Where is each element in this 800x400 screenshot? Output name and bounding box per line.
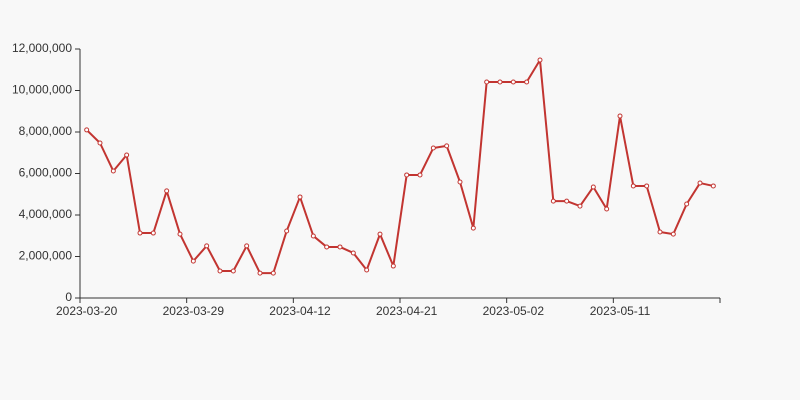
point <box>364 267 370 273</box>
x-tick-label: 2023-04-12 <box>269 304 331 318</box>
point <box>470 225 476 231</box>
point <box>457 179 463 185</box>
point <box>684 201 690 207</box>
point <box>164 188 170 194</box>
point <box>390 263 396 269</box>
point <box>577 203 583 209</box>
x-tick-label: 2023-03-29 <box>163 304 225 318</box>
point <box>310 233 316 239</box>
y-tick-label: 0 <box>65 290 72 304</box>
point <box>230 268 236 274</box>
x-tick-label: 2023-04-21 <box>376 304 438 318</box>
y-tick-label: 10,000,000 <box>12 83 72 97</box>
point <box>244 243 250 249</box>
point <box>670 231 676 237</box>
point <box>644 183 650 189</box>
point <box>484 79 490 85</box>
point <box>617 113 623 119</box>
point <box>124 152 130 158</box>
y-tick-label: 8,000,000 <box>19 124 73 138</box>
point <box>590 184 596 190</box>
point <box>217 268 223 274</box>
point <box>84 127 90 133</box>
point <box>97 140 103 146</box>
point <box>710 183 716 189</box>
x-tick-label: 2023-05-02 <box>483 304 545 318</box>
point <box>190 258 196 264</box>
point <box>284 228 290 234</box>
point <box>110 168 116 174</box>
point <box>404 172 410 178</box>
point <box>430 145 436 151</box>
point <box>524 79 530 85</box>
point <box>177 231 183 237</box>
point <box>270 270 276 276</box>
point <box>657 229 663 235</box>
point <box>550 198 556 204</box>
point <box>417 172 423 178</box>
point <box>350 250 356 256</box>
line <box>85 58 714 275</box>
point <box>497 79 503 85</box>
point <box>537 57 543 63</box>
point <box>137 230 143 236</box>
point <box>510 79 516 85</box>
point <box>564 198 570 204</box>
y-tick-label: 2,000,000 <box>19 249 73 263</box>
point <box>257 270 263 276</box>
x-tick-label: 2023-03-20 <box>56 304 118 318</box>
x-tick-label: 2023-05-11 <box>590 304 651 318</box>
point <box>604 206 610 212</box>
y-tick-label: 12,000,000 <box>12 41 72 55</box>
point <box>297 194 303 200</box>
point <box>204 243 210 249</box>
y-tick-label: 4,000,000 <box>19 207 73 221</box>
point <box>697 180 703 186</box>
point <box>377 231 383 237</box>
point <box>444 143 450 149</box>
point <box>324 244 330 250</box>
point <box>150 230 156 236</box>
y-tick-label: 6,000,000 <box>19 166 73 180</box>
point <box>630 183 636 189</box>
point <box>337 244 343 250</box>
